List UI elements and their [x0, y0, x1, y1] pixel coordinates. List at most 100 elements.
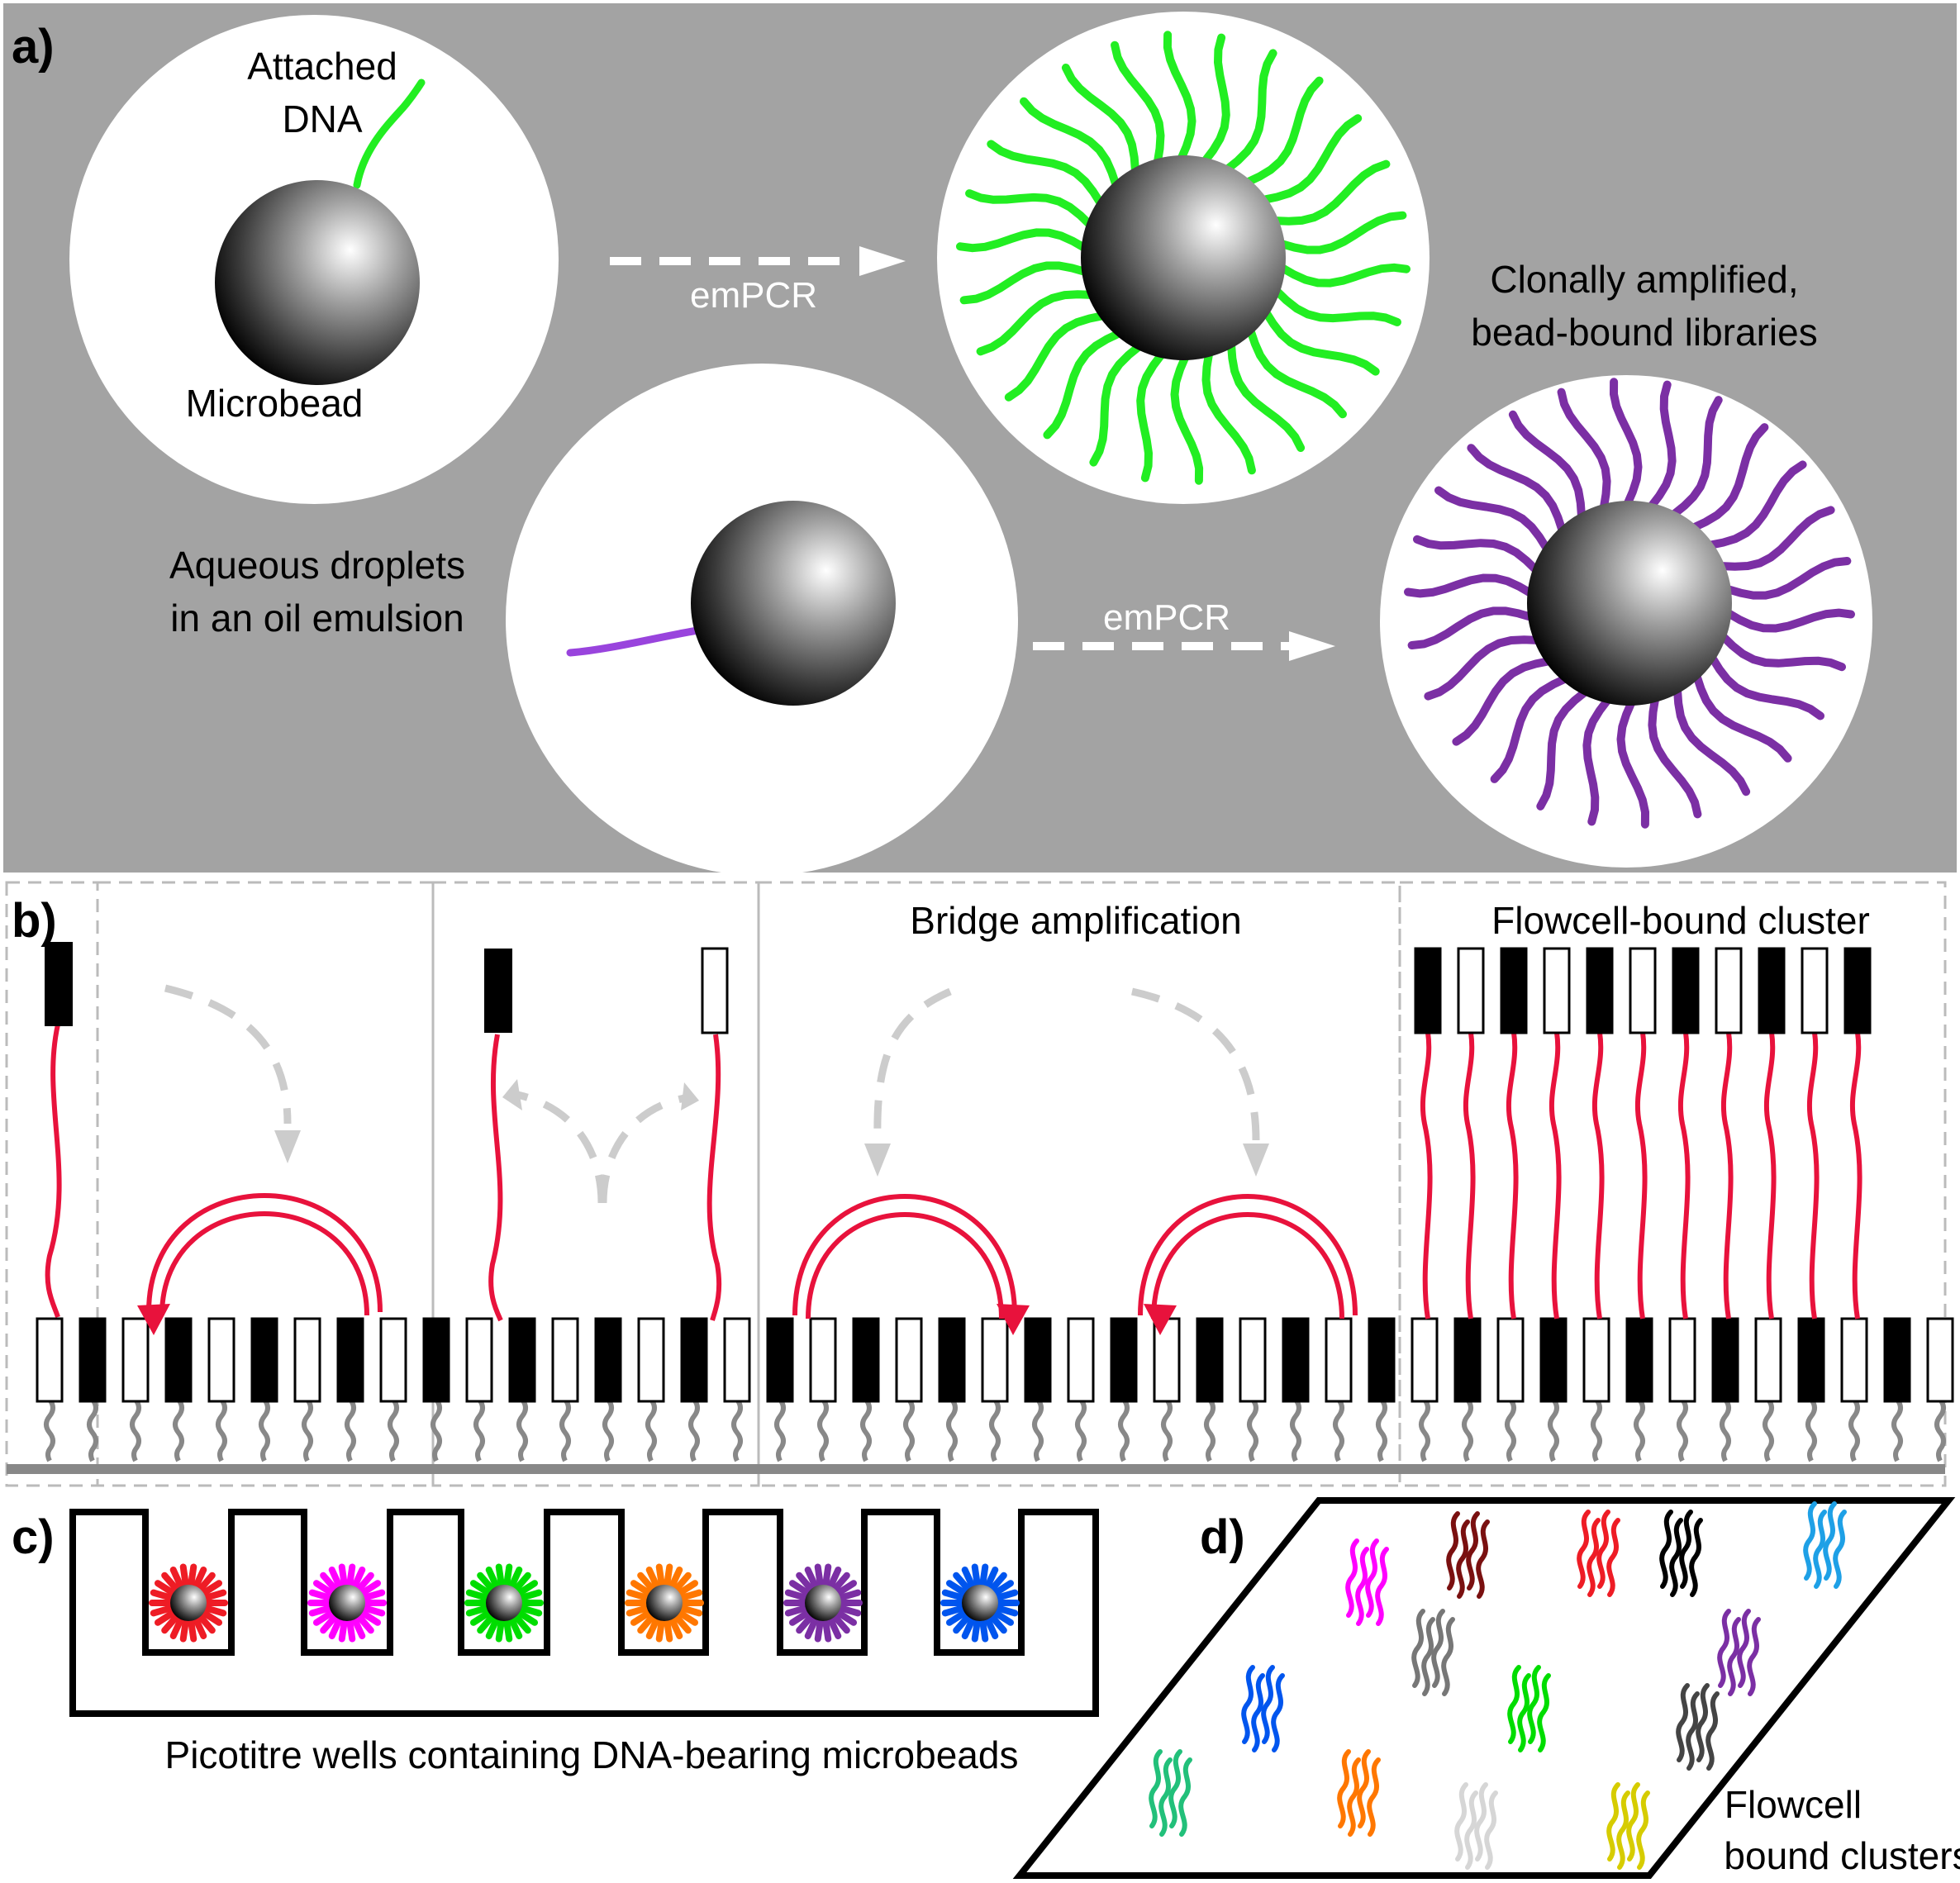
cluster-strand — [1464, 1790, 1478, 1870]
amplified-dna-strands — [1404, 378, 1855, 829]
linker — [1075, 1398, 1087, 1462]
bead-strand — [953, 1572, 974, 1595]
bead-strand — [469, 1607, 495, 1626]
dna-strand — [1705, 460, 1807, 549]
dna-strand — [1490, 674, 1570, 783]
primer — [1368, 1317, 1396, 1403]
picotitre-caption: Picotitre wells containing DNA-bearing m… — [165, 1733, 1019, 1776]
primer — [1496, 1317, 1525, 1403]
bead-strand — [312, 1580, 338, 1599]
single-strand — [701, 947, 729, 1321]
cluster-strand — [1365, 1538, 1379, 1618]
bead-strand — [154, 1580, 179, 1599]
dna-strand — [1582, 696, 1612, 826]
primer — [250, 1317, 278, 1403]
cluster — [1411, 1609, 1455, 1696]
panel-d: d) Flowcell bound clusters — [1012, 1497, 1960, 1879]
cluster-strand — [1659, 1510, 1673, 1589]
flowcell-bound-cluster — [1414, 947, 1872, 1320]
dna-strand — [1424, 635, 1542, 701]
cluster — [1717, 1609, 1761, 1696]
primer — [895, 1317, 923, 1403]
microbead — [329, 1585, 365, 1621]
cluster-strand — [1158, 1757, 1173, 1837]
dna-strand — [1004, 311, 1107, 402]
primer — [723, 1317, 751, 1403]
dna-strand — [1243, 76, 1324, 187]
dna-strand — [1719, 632, 1846, 672]
dna-strand — [1724, 608, 1855, 633]
dna-strand — [1170, 353, 1204, 485]
cluster — [1149, 1749, 1192, 1837]
dna-strand — [1717, 506, 1835, 571]
cluster — [1446, 1511, 1490, 1599]
bead-strand — [670, 1610, 692, 1634]
bead-strand — [312, 1607, 338, 1626]
panel-a: a) Attached DNA Microbead Aqueous drople… — [3, 3, 1957, 876]
cluster-strand — [1634, 1032, 1648, 1320]
bead-strand — [834, 1589, 862, 1602]
bead-strand — [821, 1563, 832, 1592]
process-arrowheads — [274, 1079, 1269, 1177]
single-strand — [484, 949, 512, 1322]
linker — [1891, 1398, 1903, 1462]
cluster-strand — [1347, 1757, 1361, 1837]
cluster-strand — [1806, 1032, 1820, 1320]
panel-c-letter: c) — [12, 1510, 55, 1564]
bead-strand — [953, 1610, 974, 1634]
cluster-strand — [1454, 1782, 1468, 1862]
dna-strand — [1723, 557, 1852, 600]
bead-strand — [328, 1613, 345, 1640]
primer — [766, 1317, 794, 1403]
cluster-strand — [1763, 1032, 1777, 1320]
linker — [860, 1398, 872, 1462]
dna-strand — [1089, 342, 1144, 467]
bead-strand — [469, 1580, 495, 1599]
bead-strand — [191, 1566, 207, 1593]
primer — [1453, 1317, 1482, 1403]
bead-strand — [829, 1610, 850, 1634]
primer — [680, 1317, 708, 1403]
bead-strand — [507, 1566, 523, 1593]
primer — [422, 1317, 450, 1403]
bead-strand — [465, 1604, 493, 1617]
bead-strand — [502, 1563, 513, 1592]
bead-strand — [485, 1613, 502, 1640]
cluster-strand — [1587, 1518, 1601, 1597]
bead-strand — [626, 1589, 654, 1602]
cluster-strand — [1474, 1782, 1488, 1862]
primer — [121, 1317, 150, 1403]
linker — [946, 1398, 958, 1462]
dna-strand — [1246, 326, 1347, 419]
cluster-strand — [1803, 1501, 1817, 1581]
panel-d-letter: d) — [1200, 1510, 1245, 1564]
microbead — [486, 1585, 522, 1621]
bead-strand — [320, 1572, 341, 1595]
bead-strand — [670, 1572, 692, 1595]
cluster-strand — [1476, 1519, 1490, 1599]
bead-strand — [169, 1613, 186, 1640]
microbead — [805, 1585, 841, 1621]
dna-bridge — [146, 1193, 1358, 1320]
bead-strand — [825, 1613, 842, 1640]
cluster-strand — [1527, 1665, 1541, 1744]
cluster-strand — [1431, 1609, 1445, 1688]
surface-linkers — [44, 1398, 1946, 1462]
bead-strand — [626, 1604, 654, 1617]
bead-strand — [637, 1572, 659, 1595]
flowcell-clusters — [1149, 1501, 1847, 1870]
flowcell-caption: Flowcell — [1725, 1783, 1862, 1826]
bridge-arrowheads — [137, 1304, 1177, 1335]
linker — [1333, 1398, 1344, 1462]
bead-strand — [510, 1610, 531, 1634]
single-strand — [45, 942, 73, 1318]
cluster-primer — [1758, 947, 1786, 1034]
bead-strand — [961, 1566, 978, 1593]
cluster-strand — [1345, 1538, 1359, 1618]
bead-strand — [945, 1607, 971, 1626]
cluster-strand — [1686, 1691, 1700, 1771]
bead-strand — [179, 1563, 190, 1592]
bead-strand — [150, 1604, 178, 1617]
cluster-strand — [1849, 1032, 1862, 1320]
